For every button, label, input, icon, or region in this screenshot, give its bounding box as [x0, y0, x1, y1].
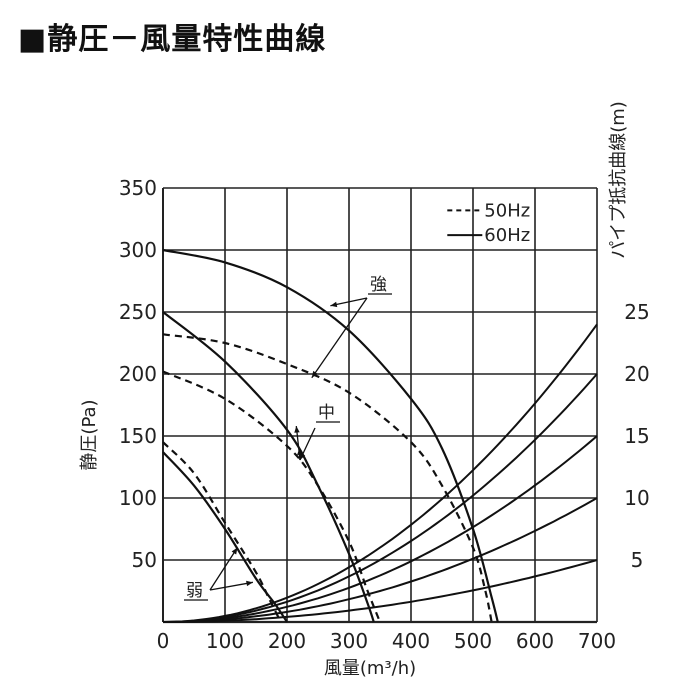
y-tick-label: 200 — [119, 362, 157, 386]
fan-curve-60hz — [162, 311, 375, 623]
pipe-resistance-curve — [162, 373, 598, 623]
annotation-arrowhead — [297, 448, 303, 455]
fan-curve-50hz — [162, 370, 382, 623]
annotation-arrowhead — [330, 301, 338, 308]
tick-labels: 0 100 200 300 400 500 600 700 50 100 150 200 250 300 3… — [79, 101, 650, 679]
annotation-arrowhead — [294, 426, 300, 433]
chart-title: ■静圧－風量特性曲線 — [18, 22, 327, 57]
annotation-strong: 強 — [370, 275, 387, 295]
annotation-arrowhead — [231, 547, 238, 555]
pipe-resistance-curve — [163, 497, 598, 623]
annotations: 強中弱 — [184, 275, 392, 601]
x-axis-title: 風量(m³/h) — [324, 658, 416, 679]
x-tick-label: 0 — [157, 629, 170, 653]
pipe-resistance-curve — [163, 435, 598, 623]
y-tick-label: 100 — [119, 486, 157, 510]
y-tick-label: 150 — [119, 424, 157, 448]
pipe-resistance-curve — [163, 559, 598, 623]
x-tick-label: 500 — [454, 629, 492, 653]
annotation-arrowhead — [246, 580, 253, 587]
legend-label: 50Hz — [484, 200, 530, 221]
x-tick-label: 700 — [578, 629, 616, 653]
x-tick-label: 200 — [268, 629, 306, 653]
annotation-leader — [311, 297, 368, 379]
y2-tick-label: 10 — [624, 486, 649, 510]
y-axis-title: 静圧(Pa) — [79, 399, 100, 470]
x-tick-label: 600 — [516, 629, 554, 653]
annotation-arrowhead — [311, 370, 318, 378]
x-tick-label: 300 — [330, 629, 368, 653]
legend-label: 60Hz — [484, 225, 530, 246]
grid — [162, 187, 598, 624]
y-tick-label: 300 — [119, 238, 157, 262]
series-layer — [162, 248, 598, 623]
fan-curve-50hz — [162, 333, 493, 623]
fan-curve-50hz — [162, 441, 282, 623]
annotation-medium: 中 — [318, 403, 335, 423]
x-tick-label: 100 — [206, 629, 244, 653]
fan-curve-60hz — [162, 248, 499, 623]
y2-tick-label: 20 — [624, 362, 649, 386]
y-tick-label: 350 — [119, 176, 157, 200]
pipe-resistance-curve — [162, 323, 598, 623]
y2-tick-label: 25 — [624, 300, 649, 324]
annotation-leader — [209, 581, 254, 591]
y2-axis-title: パイプ抵抗曲線(m) — [608, 101, 629, 259]
x-tick-label: 400 — [392, 629, 430, 653]
y2-tick-label: 15 — [624, 424, 649, 448]
y-tick-label: 50 — [132, 548, 157, 572]
annotation-leader — [209, 547, 238, 591]
annotation-weak: 弱 — [186, 581, 203, 601]
y-tick-label: 250 — [119, 300, 157, 324]
y2-tick-label: 5 — [631, 548, 644, 572]
legend: 50Hz 60Hz — [447, 200, 530, 246]
